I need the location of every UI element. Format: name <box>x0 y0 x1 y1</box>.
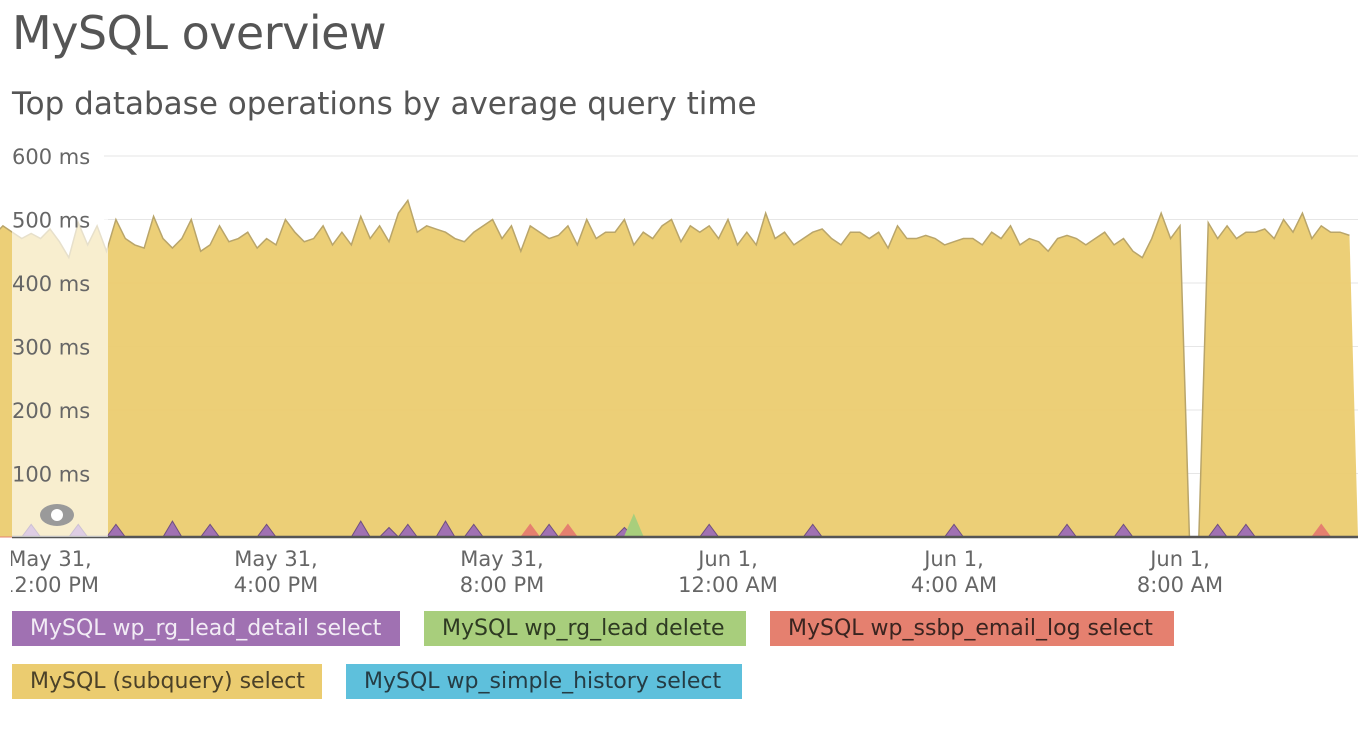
series-area-subquery-select <box>0 200 1358 537</box>
x-tick-label: Jun 1, <box>1148 547 1210 571</box>
legend-item-wp-simple-history-select[interactable]: MySQL wp_simple_history select <box>346 664 742 699</box>
series-line-subquery-select <box>0 198 1350 538</box>
faded-region <box>12 216 108 537</box>
legend-item-wp-rg-lead-detail-select[interactable]: MySQL wp_rg_lead_detail select <box>12 611 400 646</box>
x-tick-label: May 31, <box>460 547 544 571</box>
x-tick-label: May 31, <box>234 547 318 571</box>
x-tick-label: 8:00 PM <box>460 573 545 597</box>
x-tick-label: 4:00 AM <box>911 573 997 597</box>
y-tick-label: 200 ms <box>12 399 90 423</box>
chart-title: Top database operations by average query… <box>12 86 757 122</box>
page-title: MySQL overview <box>12 6 387 60</box>
y-tick-label: 400 ms <box>12 272 90 296</box>
x-tick-label: 8:00 AM <box>1137 573 1223 597</box>
x-tick-label: 12:00 AM <box>678 573 778 597</box>
x-tick-label: Jun 1, <box>696 547 758 571</box>
x-tick-label: Jun 1, <box>922 547 984 571</box>
visibility-toggle-icon-pupil <box>51 509 63 521</box>
y-tick-label: 100 ms <box>12 463 90 487</box>
y-tick-label: 600 ms <box>12 145 90 169</box>
legend-item-wp-rg-lead-delete[interactable]: MySQL wp_rg_lead delete <box>424 611 746 646</box>
y-tick-label: 300 ms <box>12 336 90 360</box>
axis-clip <box>0 545 11 605</box>
legend-item-subquery-select[interactable]: MySQL (subquery) select <box>12 664 322 699</box>
x-tick-label: 12:00 PM <box>1 573 99 597</box>
legend-item-wp-ssbp-email-log-select[interactable]: MySQL wp_ssbp_email_log select <box>770 611 1174 646</box>
x-tick-label: 4:00 PM <box>234 573 319 597</box>
x-tick-label: May 31, <box>8 547 92 571</box>
area-chart[interactable]: 100 ms 200 ms 300 ms 400 ms 500 ms 600 ms May … <box>0 0 1372 605</box>
y-tick-label: 500 ms <box>12 209 90 233</box>
